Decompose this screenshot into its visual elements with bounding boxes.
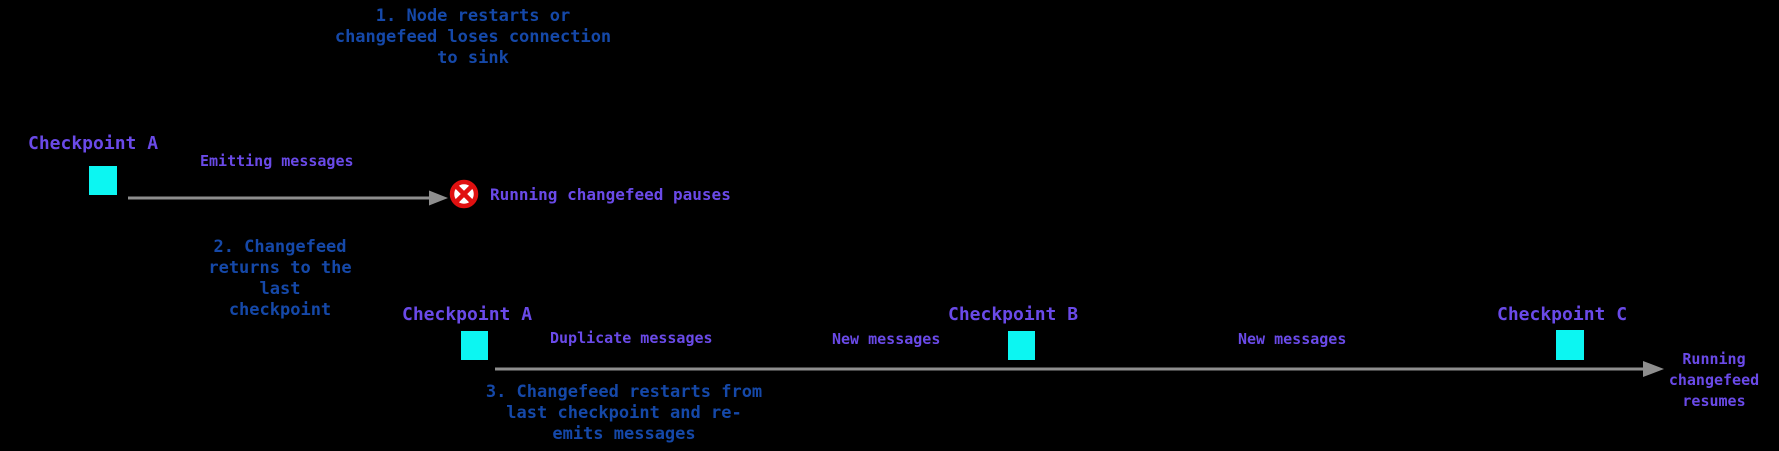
annotation-step-1: 1. Node restarts or changefeed loses con… [334, 6, 612, 68]
checkpoint-a-marker-timeline2 [461, 331, 488, 360]
checkpoint-a-label-timeline2: Checkpoint A [402, 304, 533, 325]
running-changefeed-resumes-label: Running changefeed resumes [1668, 350, 1760, 410]
checkpoint-a-label-timeline1: Checkpoint A [28, 133, 159, 154]
timeline-2-arrow [495, 361, 1664, 377]
new-messages-label-2: New messages [1238, 330, 1347, 348]
new-messages-label-1: New messages [832, 330, 941, 348]
duplicate-messages-label: Duplicate messages [550, 329, 713, 347]
emitting-messages-label: Emitting messages [200, 152, 354, 170]
timeline-1-arrow [128, 190, 448, 206]
arrowhead-icon [429, 190, 448, 206]
checkpoint-b-label: Checkpoint B [948, 304, 1079, 325]
annotation-step-2: 2. Changefeed returns to the last checkp… [208, 237, 352, 320]
running-changefeed-pauses-label: Running changefeed pauses [490, 185, 731, 204]
annotation-step-3: 3. Changefeed restarts from last checkpo… [485, 382, 763, 444]
pause-error-icon [449, 179, 479, 209]
arrowhead-icon [1643, 361, 1664, 377]
checkpoint-c-label: Checkpoint C [1497, 304, 1628, 325]
checkpoint-b-marker [1008, 331, 1035, 360]
checkpoint-a-marker-timeline1 [89, 166, 117, 195]
checkpoint-c-marker [1556, 330, 1584, 360]
